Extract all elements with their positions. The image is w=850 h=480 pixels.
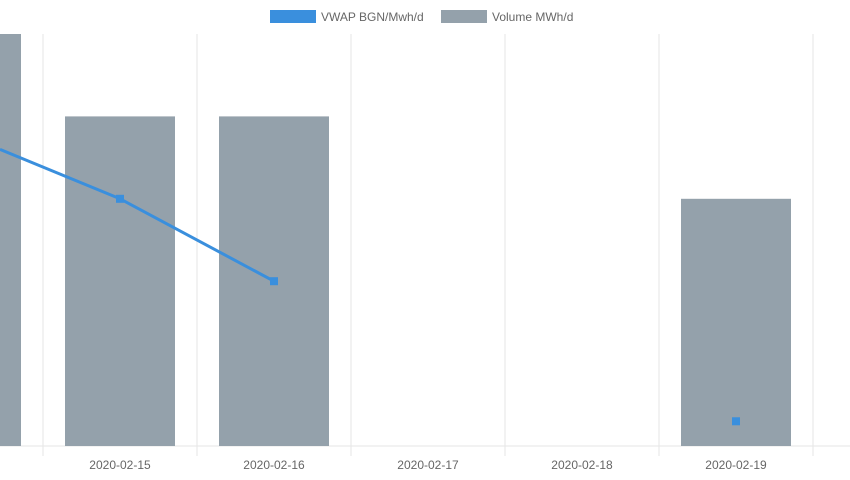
volume-bar[interactable] [65,116,175,447]
vwap-line-series [0,147,740,426]
vwap-point[interactable] [732,417,740,426]
legend: VWAP BGN/Mwh/d Volume MWh/d [270,10,573,24]
legend-swatch-vwap [270,10,316,23]
bars [0,34,791,447]
x-tick-label: 2020-02-16 [243,458,305,472]
legend-label-volume: Volume MWh/d [492,10,573,24]
vwap-point[interactable] [116,194,124,203]
legend-label-vwap: VWAP BGN/Mwh/d [321,10,424,24]
volume-bar[interactable] [0,34,21,446]
x-axis: 2020-02-15 2020-02-16 2020-02-17 2020-02-18… [89,458,767,472]
legend-swatch-volume [441,10,487,23]
x-tick-label: 2020-02-17 [397,458,459,472]
volume-bar[interactable] [681,198,791,446]
x-tick-label: 2020-02-19 [705,458,767,472]
x-tick-label: 2020-02-15 [89,458,151,472]
legend-item-volume[interactable]: Volume MWh/d [441,10,573,24]
x-tick-label: 2020-02-18 [551,458,613,472]
vwap-point[interactable] [270,277,278,286]
legend-item-vwap[interactable]: VWAP BGN/Mwh/d [270,10,424,24]
